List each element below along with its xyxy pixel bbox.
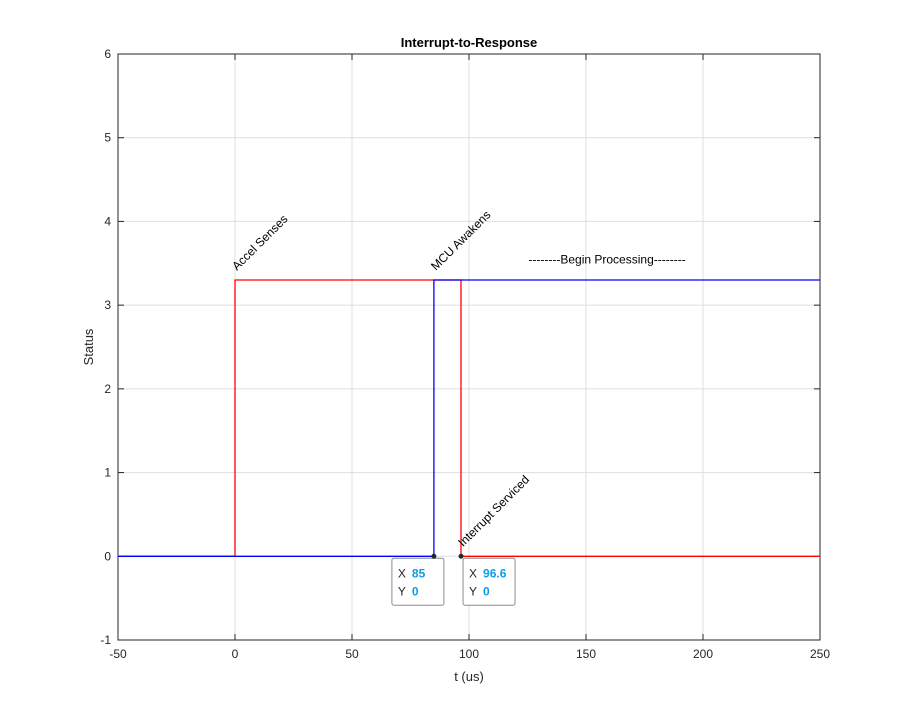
datatip-y-value: 0	[483, 584, 490, 598]
datatip-x-value: 96.6	[483, 566, 507, 580]
x-tick-label: 200	[693, 647, 713, 661]
datatip-x-label: X	[469, 566, 477, 580]
series-lines	[118, 279, 820, 557]
y-tick-label: 0	[104, 549, 111, 563]
series-line-1	[118, 279, 820, 557]
y-tick-label: 1	[104, 466, 111, 480]
annotation-label: --------Begin Processing--------	[528, 252, 685, 266]
x-tick-label: 0	[232, 647, 239, 661]
datatip-box	[462, 557, 516, 606]
y-tick-label: 3	[104, 298, 111, 312]
y-tick-label: 5	[104, 131, 111, 145]
y-tick-label: 2	[104, 382, 111, 396]
datatip-marker[interactable]	[431, 553, 437, 559]
annotation-label: MCU Awakens	[428, 208, 493, 273]
x-tick-label: 150	[576, 647, 596, 661]
y-tick-label: -1	[100, 633, 111, 647]
datatip-marker[interactable]	[458, 553, 464, 559]
x-tick-label: 250	[810, 647, 830, 661]
datatip-y-value: 0	[412, 584, 419, 598]
x-tick-label: 50	[345, 647, 359, 661]
datatip-y-label: Y	[469, 584, 477, 598]
x-axis-label: t (us)	[454, 669, 484, 684]
datatip[interactable]: X 85 Y 0	[391, 553, 445, 606]
y-axis-ticks: -1 0 1 2 3 4 5 6	[100, 47, 820, 647]
datatip-x-value: 85	[412, 566, 426, 580]
grid-lines	[117, 53, 821, 641]
annotation-label: Interrupt Serviced	[455, 473, 532, 550]
datatips: X 85Y 0X 96.6Y 0	[391, 553, 516, 606]
annotations: Accel Senses MCU Awakens --------Begin Pro…	[229, 208, 686, 550]
chart-title: Interrupt-to-Response	[401, 35, 538, 50]
datatip-x-label: X	[398, 566, 406, 580]
y-tick-label: 6	[104, 47, 111, 61]
x-tick-label: -50	[109, 647, 127, 661]
y-tick-label: 4	[104, 214, 111, 228]
datatip-y-label: Y	[398, 584, 406, 598]
y-axis-label: Status	[81, 328, 96, 365]
x-tick-label: 100	[459, 647, 479, 661]
x-axis-ticks: -50 0 50 100 150 200 250	[109, 54, 830, 661]
datatip-box	[391, 557, 445, 606]
datatip[interactable]: X 96.6 Y 0	[458, 553, 516, 606]
